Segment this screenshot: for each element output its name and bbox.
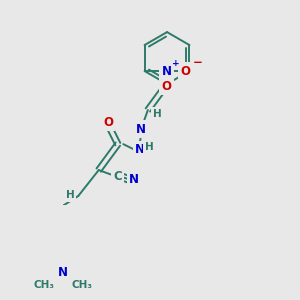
Text: N: N xyxy=(129,173,139,186)
Text: N: N xyxy=(136,123,146,136)
Text: −: − xyxy=(192,56,202,69)
Text: +: + xyxy=(172,58,179,68)
Text: O: O xyxy=(103,116,113,129)
Text: H: H xyxy=(145,142,154,152)
Text: H: H xyxy=(66,190,74,200)
Text: N: N xyxy=(58,266,68,279)
Text: O: O xyxy=(161,80,171,93)
Text: CH₃: CH₃ xyxy=(34,280,55,290)
Text: N: N xyxy=(161,64,171,77)
Text: H: H xyxy=(153,109,162,119)
Text: C: C xyxy=(113,170,122,183)
Text: O: O xyxy=(181,64,190,77)
Text: CH₃: CH₃ xyxy=(72,280,93,290)
Text: N: N xyxy=(135,143,145,156)
